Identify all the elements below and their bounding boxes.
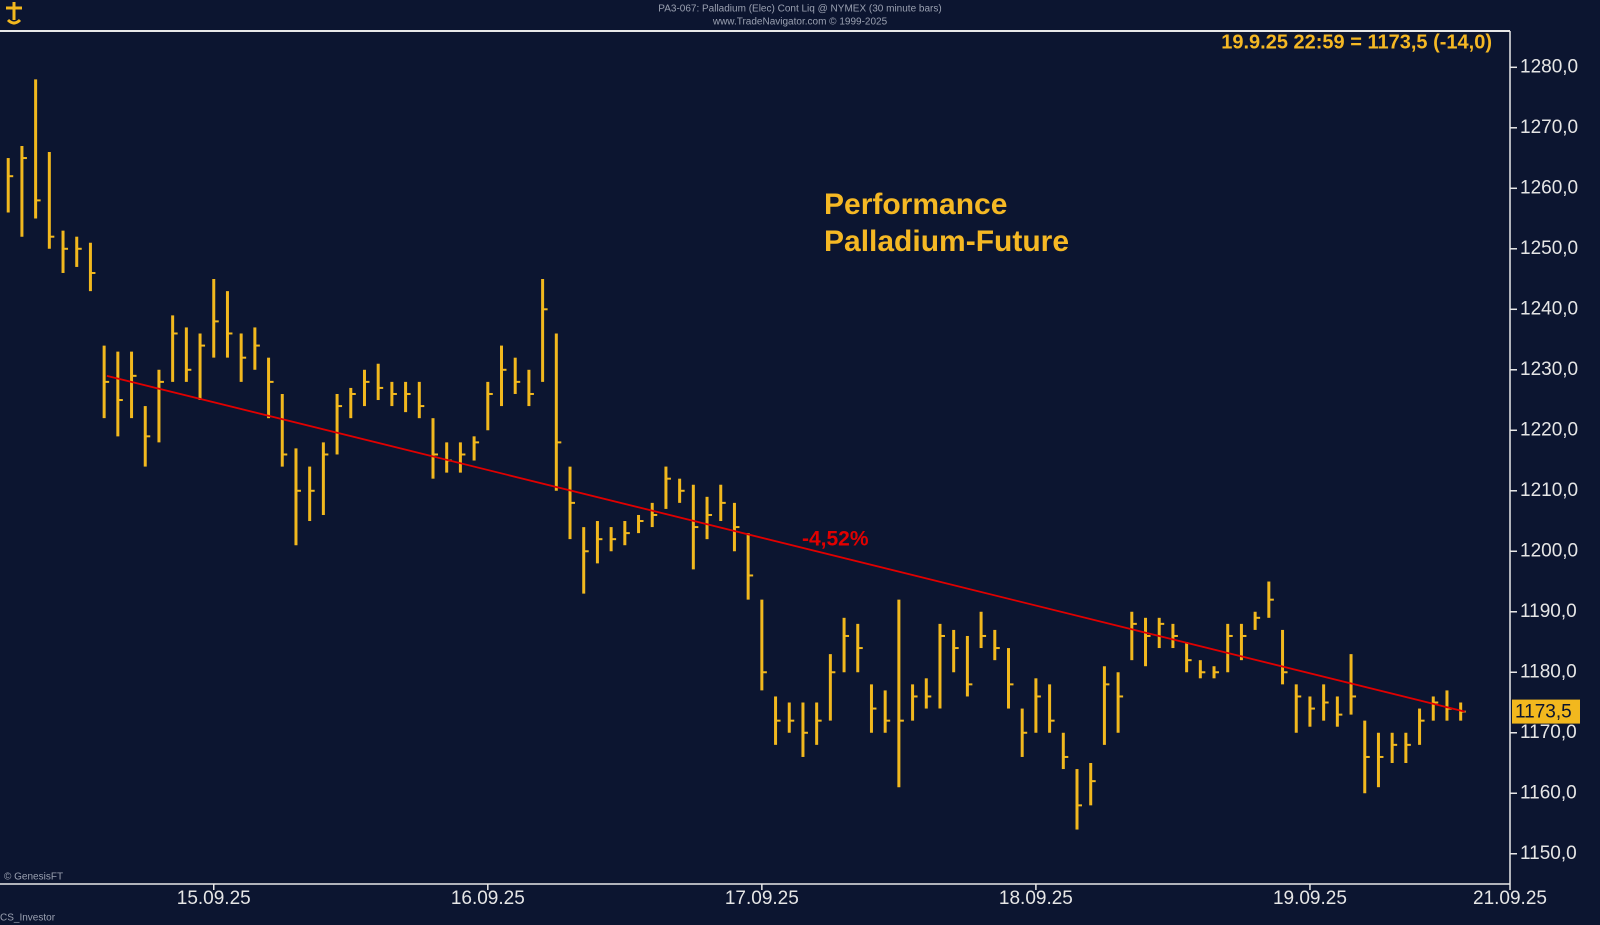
y-tick-label: 1210,0 (1520, 480, 1578, 501)
x-tick-label: 17.09.25 (725, 888, 799, 909)
x-tick-label: 21.09.25 (1473, 888, 1547, 909)
x-tick-label: 18.09.25 (999, 888, 1073, 909)
credit: © GenesisFT (4, 872, 63, 883)
title-line: Performance (824, 188, 1007, 221)
y-tick-label: 1250,0 (1520, 238, 1578, 259)
y-tick-label: 1280,0 (1520, 56, 1578, 77)
y-tick-label: 1200,0 (1520, 540, 1578, 561)
y-tick-label: 1260,0 (1520, 177, 1578, 198)
y-tick-label: 1220,0 (1520, 419, 1578, 440)
x-tick-label: 19.09.25 (1273, 888, 1347, 909)
y-tick-label: 1170,0 (1520, 722, 1577, 743)
last-price-label: 1173,5 (1515, 702, 1572, 723)
y-tick-label: 1230,0 (1520, 359, 1578, 380)
y-tick-label: 1150,0 (1520, 843, 1577, 864)
x-tick-label: 16.09.25 (451, 888, 525, 909)
y-tick-label: 1160,0 (1520, 782, 1577, 803)
logo (6, 2, 22, 25)
x-tick-label: 15.09.25 (177, 888, 251, 909)
last-price-box (1512, 699, 1580, 724)
trend-label: -4,52% (802, 528, 869, 551)
title-line: Palladium-Future (824, 225, 1069, 258)
y-tick-label: 1270,0 (1520, 117, 1578, 138)
y-tick-label: 1180,0 (1520, 661, 1577, 682)
y-tick-label: 1190,0 (1520, 601, 1577, 622)
trend-line (106, 374, 1465, 713)
y-tick-label: 1240,0 (1520, 298, 1578, 319)
footer: CS_Investor (0, 913, 56, 924)
header: PA3-067: Palladium (Elec) Cont Liq @ NYM… (658, 4, 941, 15)
price-info: 19.9.25 22:59 = 1173,5 (-14,0) (1221, 31, 1492, 53)
subheader: www.TradeNavigator.com © 1999-2025 (712, 17, 888, 28)
